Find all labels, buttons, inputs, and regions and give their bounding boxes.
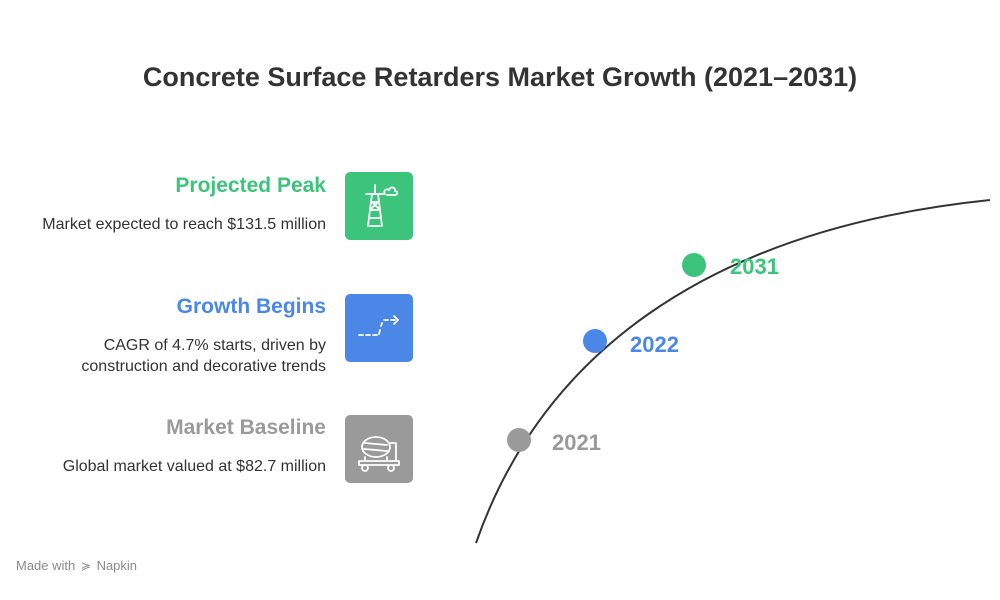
- market-baseline-icon-box: [345, 415, 413, 483]
- trend-arrow-icon: [358, 315, 399, 336]
- projected-peak-description: Market expected to reach $131.5 million: [42, 216, 326, 233]
- milestone-dot-2022: [583, 329, 607, 353]
- year-label-2022: 2022: [630, 332, 679, 357]
- growth-begins-heading: Growth Begins: [176, 295, 326, 318]
- growth-begins-description: CAGR of 4.7% starts, driven by construct…: [81, 337, 326, 375]
- oil-rig-icon: [365, 184, 399, 227]
- market-baseline-description: Global market valued at $82.7 million: [62, 458, 326, 475]
- projected-peak-heading: Projected Peak: [175, 174, 326, 197]
- projected-peak-icon-box: [345, 172, 413, 240]
- footer-brand: Napkin: [96, 558, 138, 573]
- milestone-dot-2031: [682, 253, 706, 277]
- year-label-2021: 2021: [552, 430, 601, 455]
- footer-prefix: Made with: [16, 558, 76, 573]
- napkin-logo-icon: ≽: [80, 559, 91, 573]
- market-baseline-heading: Market Baseline: [166, 416, 326, 439]
- page-title: Concrete Surface Retarders Market Growth…: [142, 62, 858, 92]
- made-with-napkin-footer[interactable]: Made with ≽ Napkin: [16, 558, 137, 573]
- curve-line: [475, 199, 991, 544]
- milestone-dot-2021: [507, 428, 531, 452]
- year-label-2031: 2031: [730, 254, 779, 279]
- growth-begins-icon-box: [345, 294, 413, 362]
- cement-mixer-icon: [358, 436, 400, 472]
